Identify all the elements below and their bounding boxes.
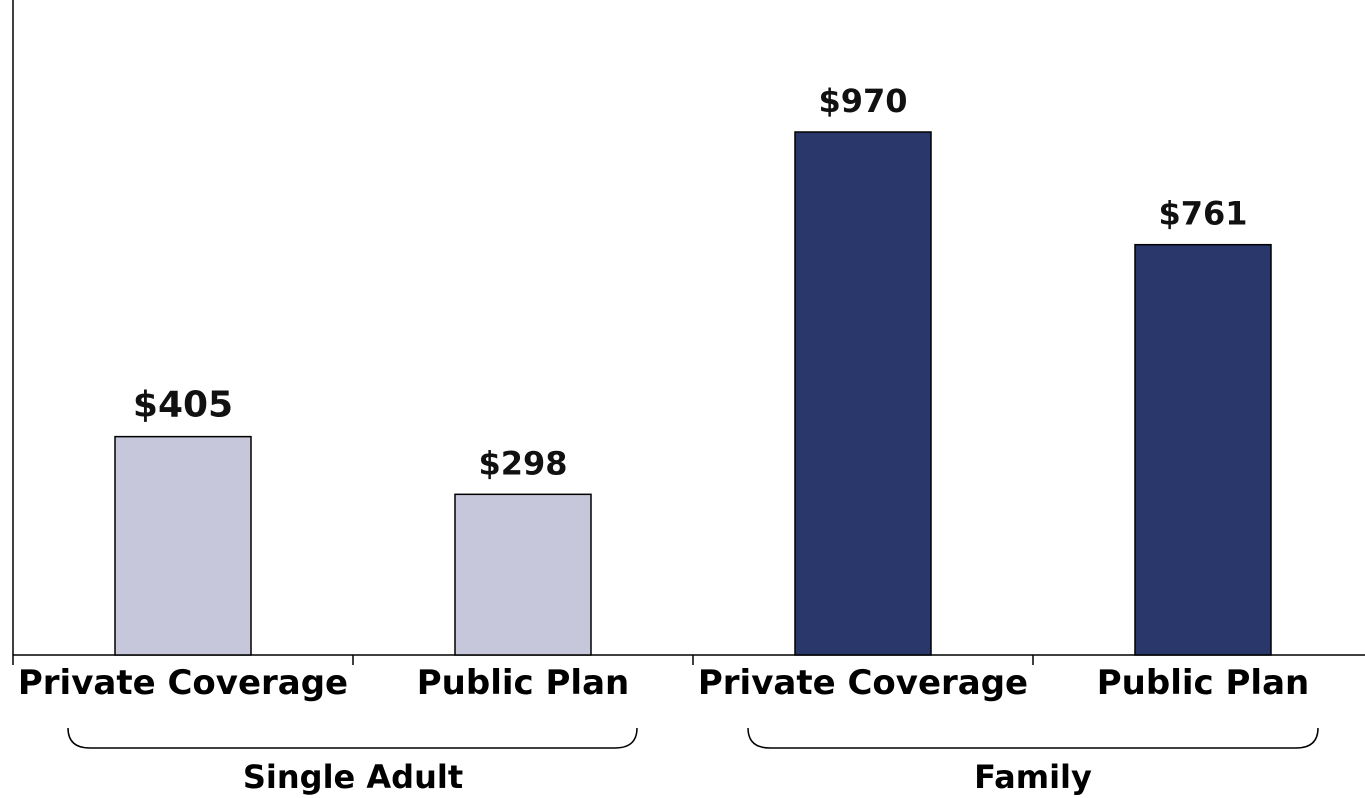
category-label: Public Plan [417,663,629,703]
group-label: Family [974,758,1092,796]
category-labels-layer: Private Coverage Public Plan Private Cover… [18,663,1309,703]
bar [454,493,592,656]
category-label: Private Coverage [18,663,348,703]
bar-value-label: $761 [1158,195,1247,233]
group-label: Single Adult [243,758,463,796]
bar [114,435,252,656]
bar [794,131,932,656]
group-bracket [747,727,1319,749]
group-labels-layer: Single Adult Family [243,758,1092,796]
category-label: Private Coverage [698,663,1028,703]
bars-layer [114,131,1272,656]
bar-value-label: $405 [133,385,233,426]
group-bracket [67,727,638,749]
group-brackets-layer [67,727,1319,749]
category-label: Public Plan [1097,663,1309,703]
bar-value-label: $298 [478,444,567,482]
bar-value-label: $970 [818,82,907,120]
bar [1134,243,1272,656]
value-labels-layer: $405 $298 $970 $761 [133,82,1248,482]
